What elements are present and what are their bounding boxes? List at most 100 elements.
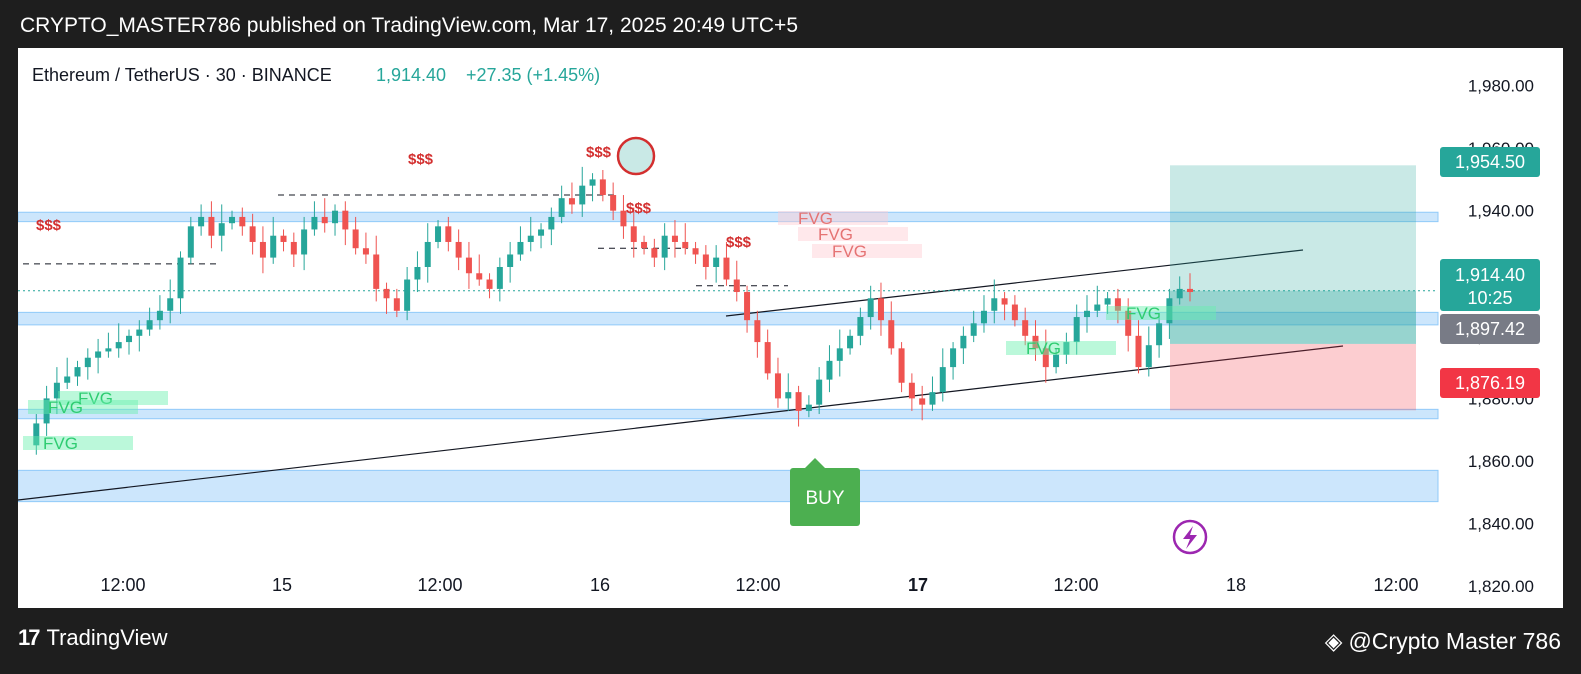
- candle-body: [33, 423, 40, 446]
- candle-body: [651, 248, 658, 258]
- sr-zone: [17, 311, 1439, 326]
- fvg-label: FVG: [43, 434, 78, 453]
- candle-body: [486, 279, 493, 289]
- symbol-change: +27.35 (+1.45%): [466, 65, 600, 85]
- publisher-header: CRYPTO_MASTER786 published on TradingVie…: [20, 14, 799, 37]
- candle-body: [805, 404, 812, 411]
- candle-body: [301, 229, 308, 255]
- candle-body: [620, 210, 627, 227]
- liquidity-label: $$$: [626, 200, 652, 217]
- candle-body: [383, 288, 390, 299]
- candle-body: [610, 195, 617, 211]
- candle-body: [476, 273, 483, 280]
- candle-body: [795, 392, 802, 411]
- candle-body: [754, 320, 761, 343]
- author-watermark: ◈ @Crypto Master 786: [1325, 628, 1561, 655]
- candle-body: [1156, 323, 1163, 346]
- target-price-label: 1,954.50: [1455, 152, 1525, 172]
- candle-body: [332, 210, 339, 224]
- candle-body: [64, 376, 71, 383]
- candle-body: [816, 379, 823, 405]
- candle-body: [919, 398, 926, 405]
- fvg-label: FVG: [48, 398, 83, 417]
- candle-body: [455, 241, 462, 258]
- tradingview-logo-icon: 17: [18, 625, 41, 650]
- candle-body: [249, 226, 256, 242]
- candle-body: [465, 257, 472, 274]
- fvg-label: FVG: [1026, 339, 1061, 358]
- candle-body: [1104, 298, 1111, 305]
- liquidity-sweep-circle: [616, 136, 656, 176]
- candle-body: [496, 266, 503, 289]
- target-price-tag: 1,954.50: [1440, 147, 1540, 177]
- candle-body: [445, 226, 452, 242]
- candle-body: [1135, 335, 1142, 368]
- candle-body: [198, 216, 205, 227]
- long-position-tool: [1170, 165, 1416, 411]
- candle-body: [1166, 298, 1173, 324]
- fvg-zone: [1006, 341, 1116, 355]
- candle-body: [517, 241, 524, 255]
- candle-body: [836, 348, 843, 361]
- loss-zone: [1170, 343, 1416, 411]
- candle-body: [1073, 317, 1080, 343]
- time-tick-label: 12:00: [1053, 575, 1098, 595]
- candle-body: [1125, 310, 1132, 336]
- candle-body: [991, 298, 998, 311]
- candle-body: [723, 257, 730, 280]
- buy-label: BUY: [805, 488, 844, 509]
- candle-body: [270, 235, 277, 258]
- candle-body: [1094, 304, 1101, 311]
- candle-body: [857, 317, 864, 336]
- candle-body: [744, 292, 751, 321]
- price-tick-label: 1,980.00: [1468, 77, 1534, 96]
- candle-body: [218, 223, 225, 236]
- candle-body: [1001, 298, 1008, 305]
- candle-body: [424, 241, 431, 267]
- sr-zone: [17, 211, 1439, 223]
- lower-trendline: [17, 345, 1344, 501]
- candle-body: [950, 348, 957, 368]
- candle-body: [929, 392, 936, 405]
- fvg-zone: [1106, 306, 1216, 320]
- candle-body: [105, 348, 112, 352]
- bar-countdown-label: 10:25: [1467, 288, 1512, 308]
- candle-body: [589, 179, 596, 186]
- fvg-label: FVG: [78, 389, 113, 408]
- fvg-zone: [58, 391, 168, 405]
- candle-body: [352, 229, 359, 249]
- candle-body: [682, 241, 689, 249]
- candle-body: [898, 348, 905, 383]
- candle-body: [548, 216, 555, 230]
- fvg-zone: [812, 244, 922, 258]
- current-price-label: 1,914.40: [1455, 265, 1525, 285]
- candle-body: [136, 329, 143, 336]
- candle-body: [1145, 345, 1152, 368]
- candle-body: [177, 257, 184, 299]
- candle-body: [1022, 320, 1029, 336]
- lightning-icon[interactable]: [1172, 519, 1208, 555]
- candle-body: [599, 179, 606, 196]
- trend-lines: [17, 194, 1438, 501]
- candle-body: [733, 279, 740, 293]
- candle-body: [527, 235, 534, 242]
- sr-zones: [17, 211, 1439, 503]
- candle-body: [362, 248, 369, 255]
- current-price-tag: 1,914.40 10:25: [1440, 259, 1540, 311]
- chart-container[interactable]: FVG FVG FVG FVG FVG FVG FVG FVG $$$ $$$ $$$ $$$ $$$ …: [17, 48, 1563, 608]
- candle-body: [187, 226, 194, 258]
- tradingview-brand[interactable]: 17 TradingView: [18, 625, 168, 651]
- candle-body: [208, 216, 215, 236]
- candle-body: [239, 216, 246, 227]
- candle-body: [167, 298, 174, 311]
- fvg-label: FVG: [818, 225, 853, 244]
- candles: [33, 136, 1193, 455]
- candle-body: [702, 254, 709, 267]
- time-tick-label: 18: [1226, 575, 1246, 595]
- candle-body: [95, 351, 102, 358]
- candle-body: [661, 235, 668, 258]
- upper-trendline: [725, 249, 1304, 317]
- fvg-zone: [28, 400, 138, 414]
- buy-marker: BUY: [790, 458, 860, 526]
